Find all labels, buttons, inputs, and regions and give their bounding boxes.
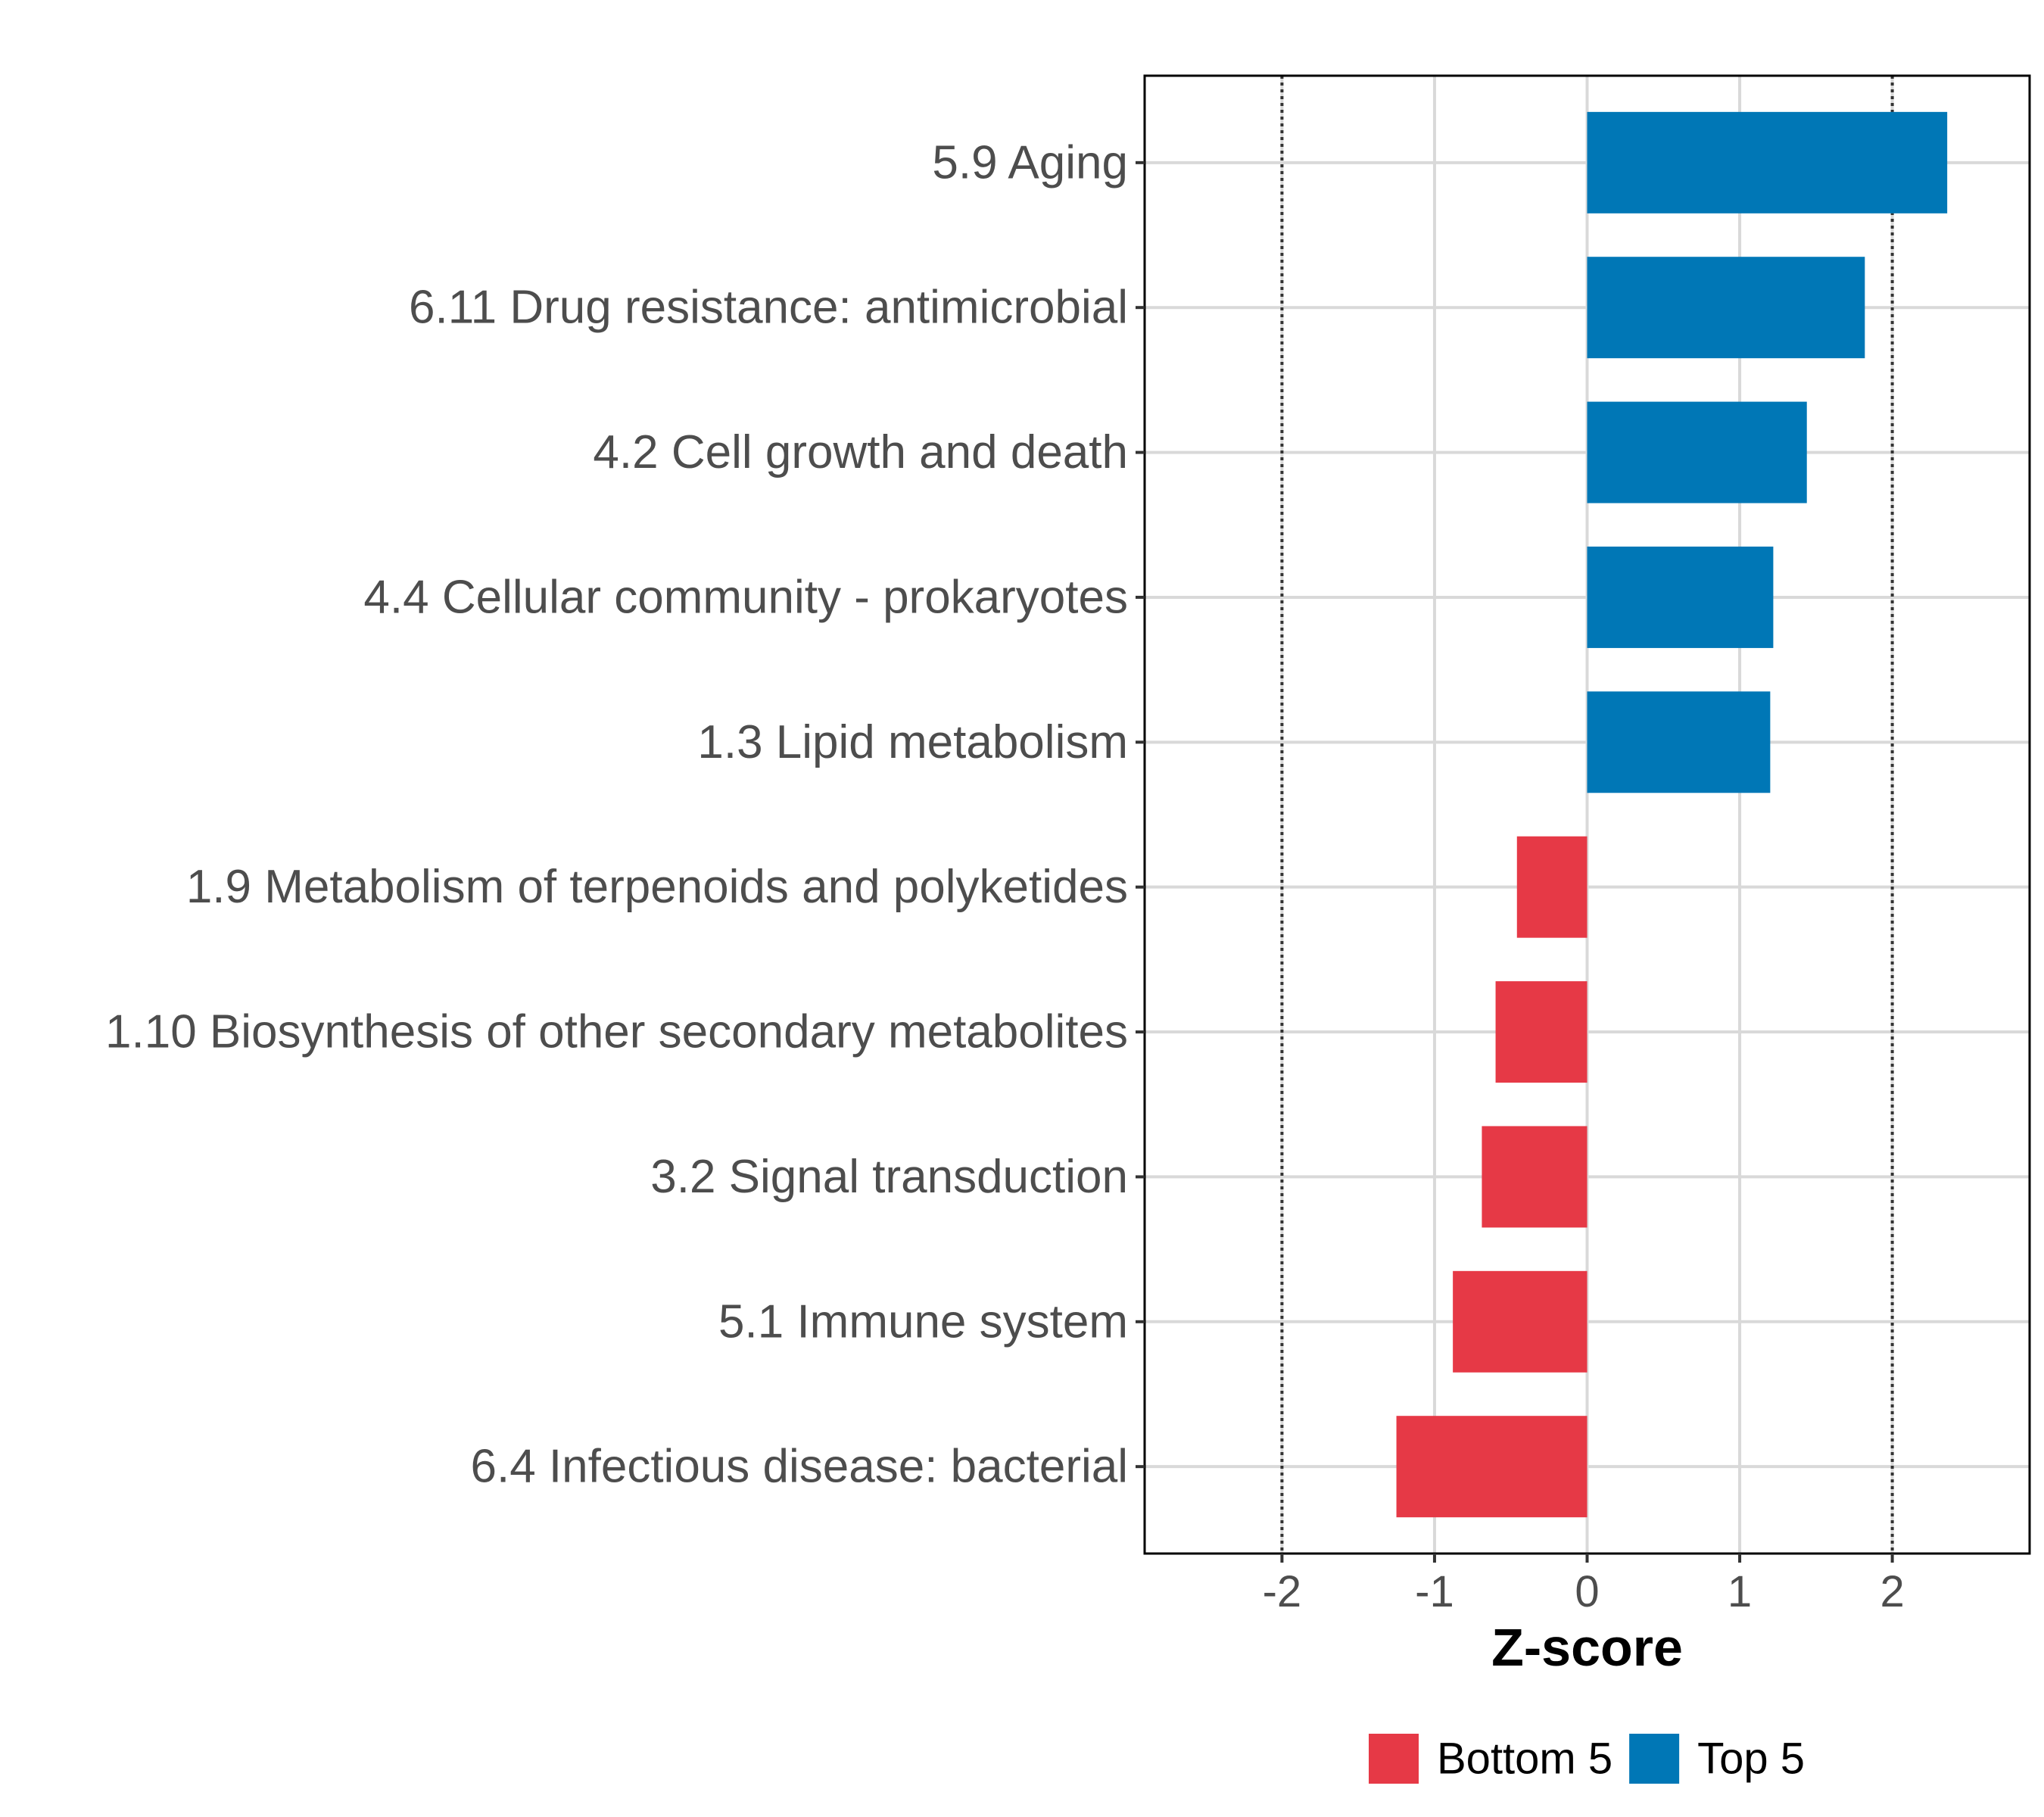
bar — [1587, 691, 1771, 793]
y-axis: 5.9 Aging 6.11 Drug resistance: antimicro… — [105, 136, 1145, 1493]
x-tick-label: 1 — [1728, 1567, 1752, 1616]
reference-lines — [1280, 76, 1894, 1554]
legend-label: Top 5 — [1697, 1734, 1805, 1784]
legend-swatch — [1369, 1734, 1419, 1784]
legend-swatch — [1629, 1734, 1680, 1784]
x-tick-label: -2 — [1263, 1567, 1302, 1616]
y-tick-label: 6.11 Drug resistance: antimicrobial — [409, 282, 1128, 334]
bar — [1587, 546, 1774, 648]
bar — [1495, 981, 1588, 1083]
x-tick-label: -1 — [1415, 1567, 1454, 1616]
y-tick-label: 5.9 Aging — [932, 136, 1128, 189]
y-tick-label: 1.3 Lipid metabolism — [697, 716, 1128, 768]
legend: Bottom 5 Top 5 — [1369, 1734, 1805, 1784]
y-tick-label: 1.10 Biosynthesis of other secondary met… — [105, 1006, 1128, 1058]
y-tick-label: 4.4 Cellular community - prokaryotes — [363, 571, 1128, 623]
x-tick-label: 0 — [1575, 1567, 1599, 1616]
y-tick-label: 1.9 Metabolism of terpenoids and polyket… — [186, 861, 1128, 913]
bars — [1396, 111, 1948, 1518]
y-tick-label: 5.1 Immune system — [718, 1295, 1128, 1348]
x-axis: -2 -1 0 1 2 — [1263, 1554, 1905, 1616]
legend-label: Bottom 5 — [1437, 1734, 1612, 1784]
bar — [1587, 257, 1865, 359]
bar — [1587, 401, 1807, 503]
bar — [1396, 1416, 1588, 1518]
x-tick-label: 2 — [1880, 1567, 1904, 1616]
bar — [1482, 1126, 1588, 1228]
x-axis-title: Z-score — [1491, 1618, 1683, 1677]
y-tick-label: 3.2 Signal transduction — [650, 1151, 1128, 1203]
bar — [1587, 111, 1948, 213]
bar — [1453, 1270, 1588, 1373]
y-tick-label: 4.2 Cell growth and death — [593, 426, 1128, 478]
bar — [1516, 836, 1588, 938]
y-tick-label: 6.4 Infectious disease: bacterial — [470, 1441, 1128, 1493]
